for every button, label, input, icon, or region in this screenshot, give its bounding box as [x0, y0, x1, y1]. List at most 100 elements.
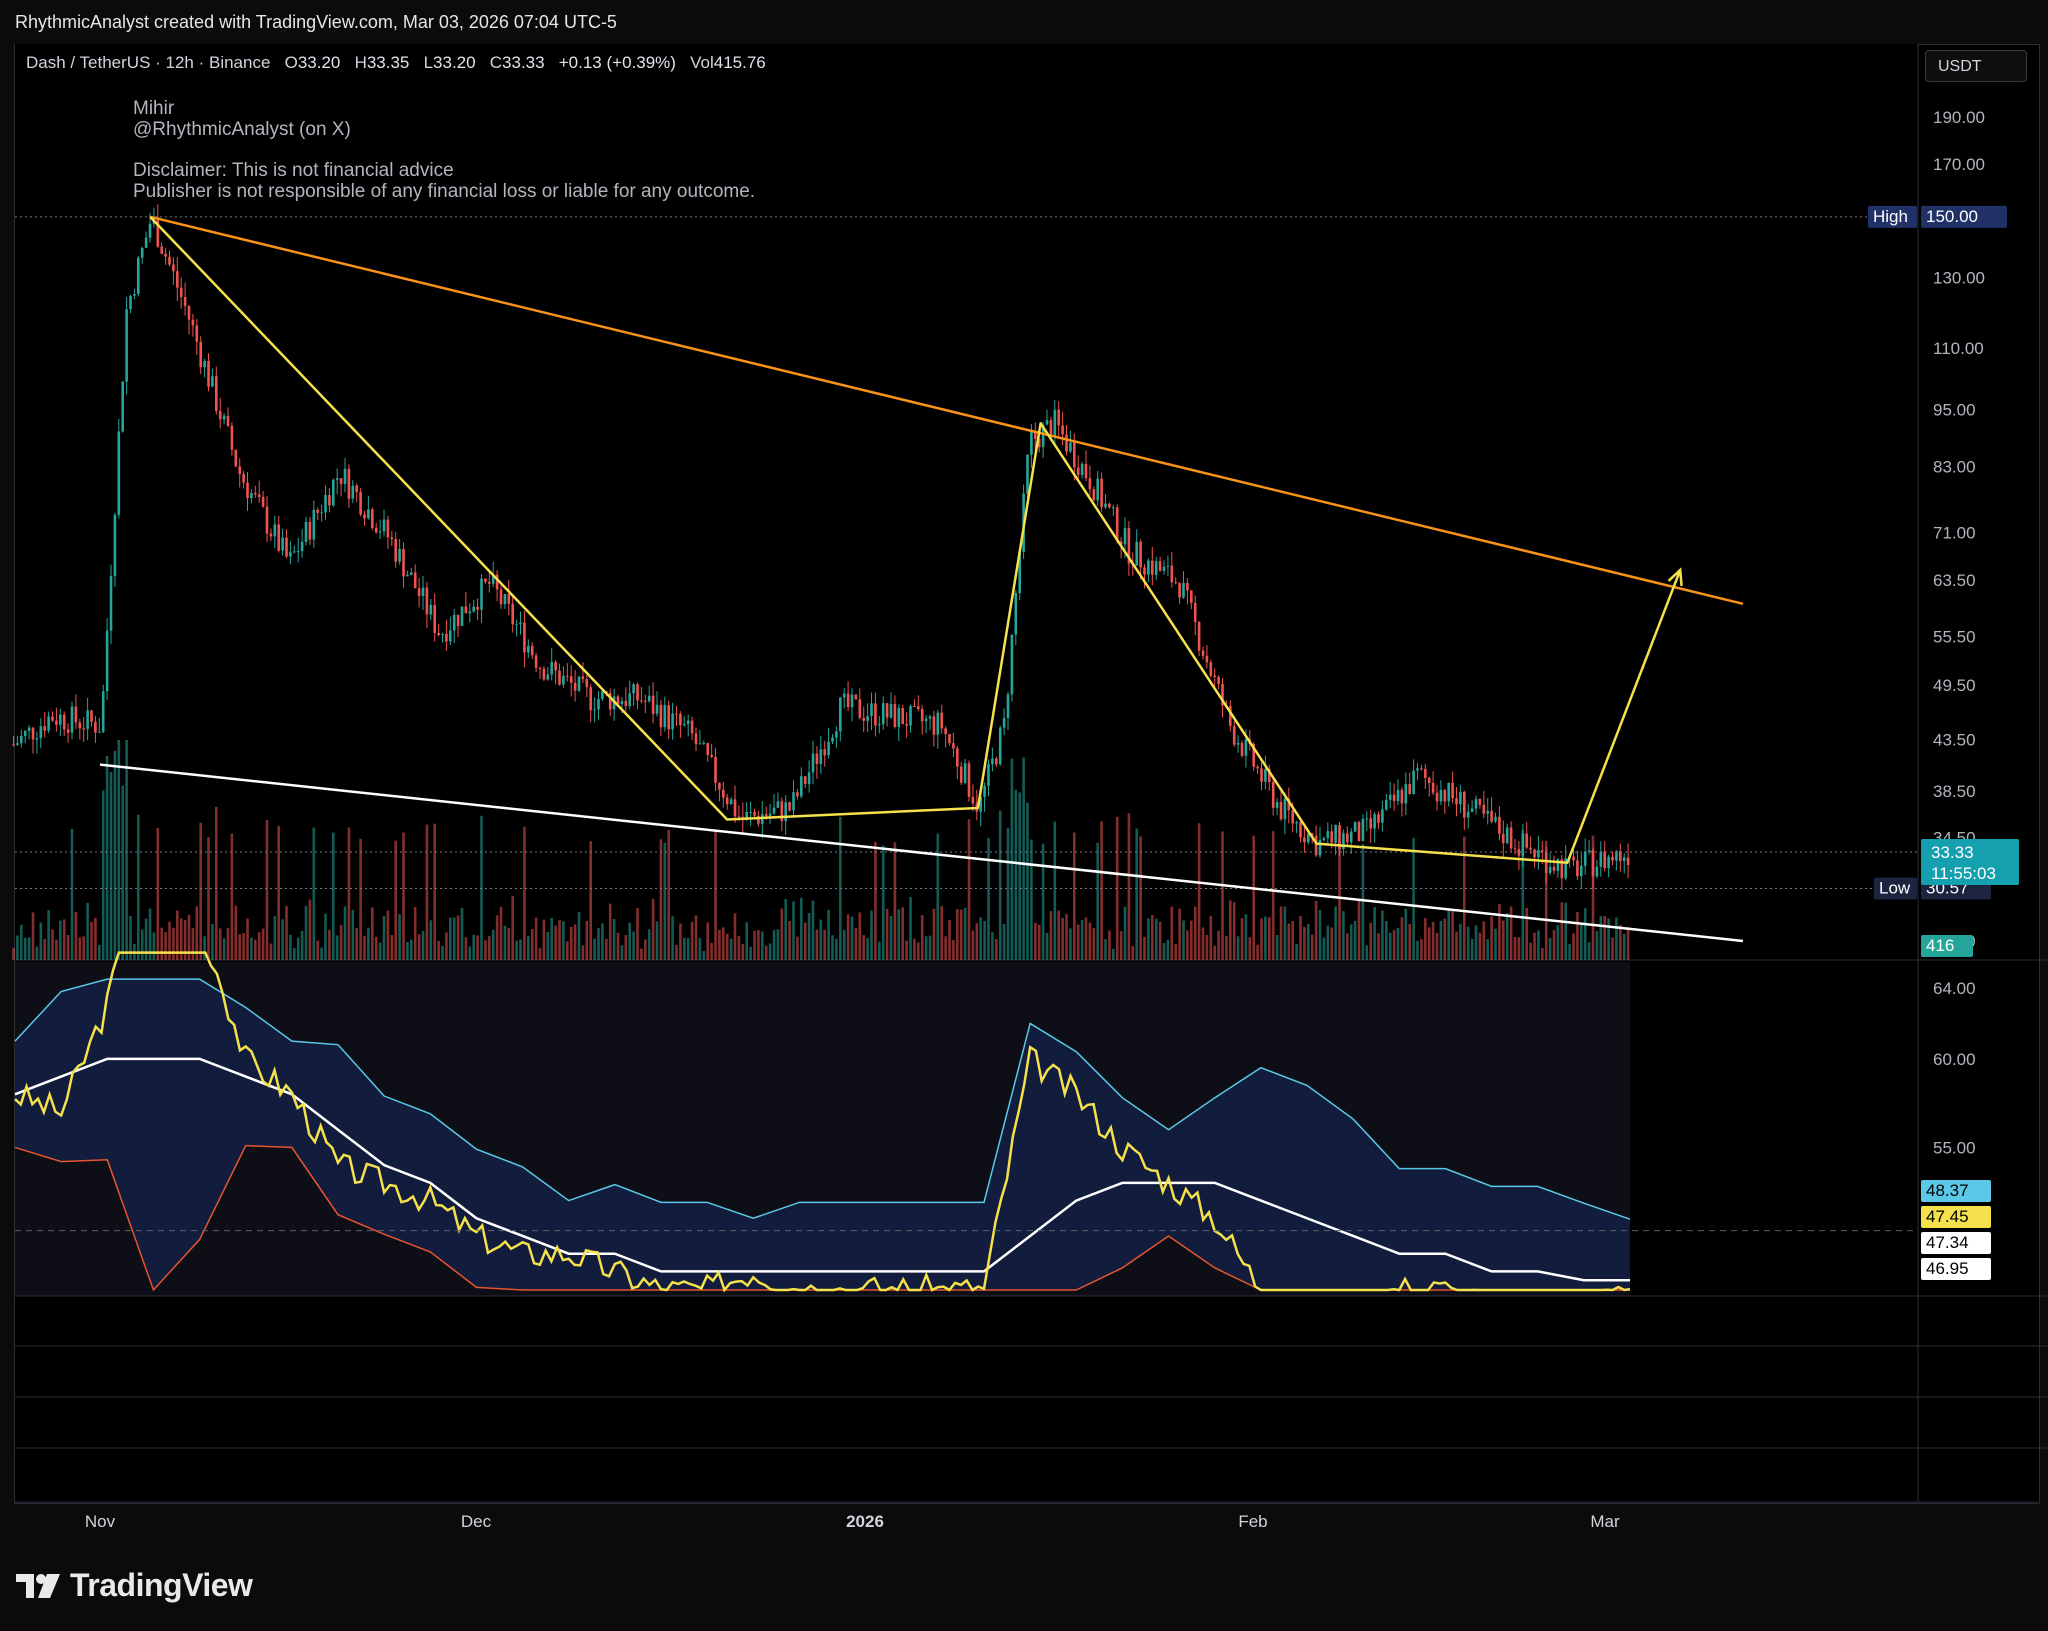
volume-bar [1427, 927, 1431, 960]
candle-body [1626, 857, 1630, 866]
candle-body [971, 796, 975, 804]
volume-bar [1474, 925, 1478, 960]
candle-body [530, 645, 534, 656]
volume-bar [1525, 908, 1529, 960]
candle-body [862, 717, 866, 721]
volume-bar [909, 897, 912, 960]
volume-bar [1322, 937, 1326, 960]
volume-bar [1018, 792, 1022, 960]
high-value: 33.35 [366, 53, 410, 72]
candle-body [51, 716, 54, 721]
volume-bar [495, 915, 499, 960]
candle-body [527, 645, 530, 653]
volume-bar [429, 920, 433, 960]
volume-bar [277, 825, 281, 960]
candle-body [1408, 784, 1412, 794]
oscillator-line [14, 951, 1631, 1293]
candle-body [1221, 683, 1224, 706]
volume-bar [1002, 923, 1006, 960]
volume-bar [433, 823, 437, 960]
candle-body [121, 381, 125, 432]
candle-body [924, 718, 928, 722]
chart-canvas[interactable]: 190.00 170.00 130.00 110.00 95.00 83.00 71.00 6… [0, 0, 2048, 1540]
volume-bar [632, 931, 635, 960]
candle-body [905, 724, 908, 726]
candle-body [807, 772, 811, 785]
volume-bar [585, 920, 589, 960]
volume-bar [1486, 939, 1490, 960]
volume-bar [593, 938, 596, 960]
volume-bar [878, 941, 881, 960]
candle-body [1377, 814, 1380, 823]
volume-bar [971, 930, 975, 960]
candle-body [811, 753, 815, 773]
volume-badge: 416 [1926, 936, 1954, 955]
volume-bar [261, 928, 265, 960]
volume-bar [254, 939, 257, 960]
volume-bar [437, 940, 440, 960]
volume-bar [1533, 932, 1536, 960]
volume-bar [66, 935, 70, 960]
volume-bar [98, 944, 101, 960]
candle-body [410, 572, 413, 575]
candle-body [1580, 865, 1583, 877]
candle-body [1108, 503, 1111, 508]
volume-bar [749, 946, 752, 960]
volume-bar [55, 939, 58, 960]
volume-bar [484, 940, 487, 960]
candle-body [1622, 857, 1626, 862]
candle-body [156, 217, 160, 247]
candle-body [1096, 478, 1100, 501]
candle-body [273, 524, 277, 537]
candle-body [1576, 860, 1579, 877]
candle-body [636, 684, 639, 701]
candle-body [417, 588, 421, 596]
volume-bar [31, 912, 35, 960]
candle-body [1123, 528, 1127, 545]
volume-bar [566, 941, 569, 960]
candle-body [597, 698, 600, 710]
volume-bar [265, 820, 269, 960]
candle-body [1587, 850, 1591, 852]
candle-body [1104, 503, 1107, 508]
candle-body [238, 466, 242, 474]
volume-bar [679, 923, 682, 960]
candle-body [378, 531, 382, 533]
volume-bar [784, 898, 788, 960]
volume-bar [608, 903, 612, 960]
volume-bar [1076, 924, 1080, 960]
volume-bar [1537, 930, 1540, 960]
volume-bar [620, 945, 624, 960]
candle-body [659, 704, 663, 728]
note-handle: @RhythmicAnalyst (on X) [133, 119, 351, 140]
volume-bar [1115, 816, 1119, 960]
volume-bar [1502, 920, 1505, 960]
volume-bar [1061, 918, 1064, 960]
candle-body [1158, 561, 1162, 571]
candle-body [624, 701, 628, 707]
volume-bar [378, 942, 382, 960]
candle-body [1533, 849, 1536, 858]
low-badge-label-bg [1874, 877, 1917, 900]
volume-bar [519, 939, 522, 960]
volume-bar [359, 838, 362, 960]
volume-bar [86, 902, 89, 960]
volume-bar [1377, 933, 1380, 960]
candle-body [874, 703, 877, 726]
candle-body [1303, 837, 1306, 843]
candle-body [776, 801, 780, 808]
price-tick-label: 170.00 [1933, 155, 1985, 174]
candle-body [374, 527, 378, 533]
volume-bar [963, 907, 967, 960]
candle-body [254, 492, 257, 495]
candle-body [386, 519, 390, 538]
footer-bar [0, 1540, 2048, 1631]
volume-bar [1256, 944, 1259, 960]
candle-body [616, 696, 620, 705]
candle-body [456, 614, 460, 626]
volume-bar [1201, 927, 1205, 960]
volume-bar [207, 837, 210, 960]
currency-button[interactable]: USDT [1925, 50, 2027, 82]
symbol-name[interactable]: Dash / TetherUS · 12h · Binance [26, 53, 271, 72]
candle-body [1061, 425, 1064, 435]
